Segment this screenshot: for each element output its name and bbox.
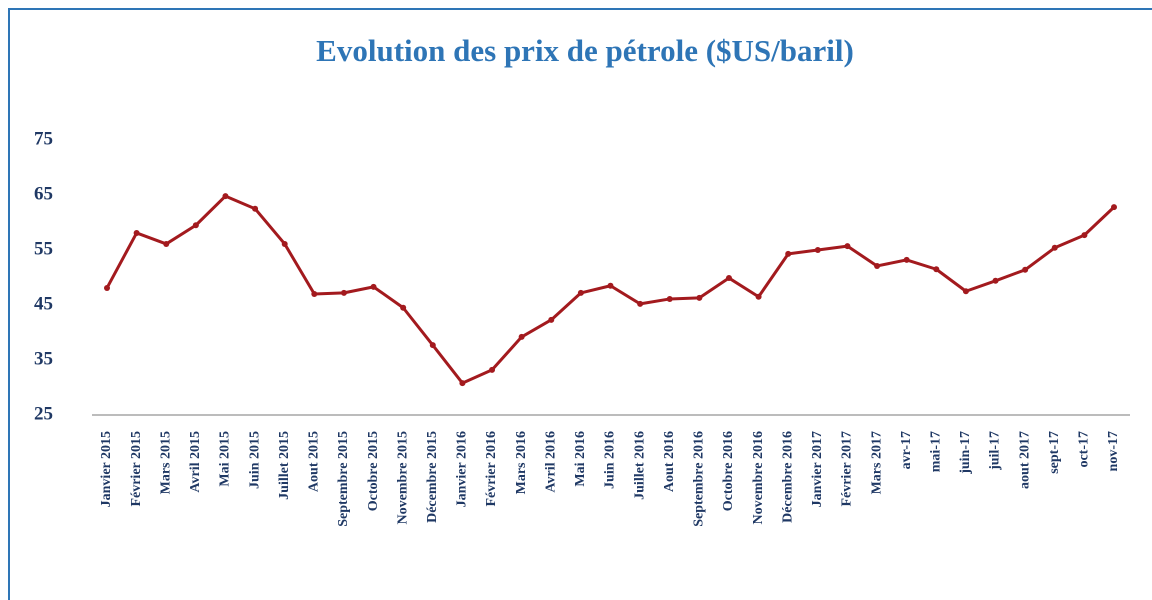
data-point <box>252 205 259 212</box>
data-point <box>1081 232 1088 239</box>
x-tick-label: Mars 2016 <box>514 431 529 494</box>
x-tick-label: Mai 2016 <box>573 431 588 487</box>
data-point <box>459 380 466 387</box>
x-tick-label: juin-17 <box>958 431 973 475</box>
x-tick-label: Aout 2016 <box>662 431 677 492</box>
x-tick-label: Novembre 2016 <box>751 431 766 524</box>
data-point <box>725 275 732 282</box>
data-point <box>400 304 407 311</box>
data-point <box>548 316 555 323</box>
data-point <box>755 293 762 300</box>
data-line <box>105 194 1116 385</box>
x-tick-label: Mai 2015 <box>218 431 233 487</box>
x-tick-label: aout 2017 <box>1017 431 1032 489</box>
x-tick-label: Juin 2015 <box>247 431 262 489</box>
x-tick-label: Aout 2015 <box>307 431 322 492</box>
x-tick-label: Mars 2015 <box>158 431 173 494</box>
x-tick-label: Juillet 2016 <box>632 431 647 500</box>
x-tick-label: Avril 2016 <box>543 431 558 493</box>
data-point <box>844 243 851 250</box>
data-point <box>192 222 199 229</box>
x-tick-label: mai-17 <box>929 431 944 472</box>
x-tick-label: sept-17 <box>1047 431 1062 474</box>
data-point <box>785 250 792 257</box>
y-tick-label: 45 <box>34 293 53 314</box>
x-tick-label: Décembre 2015 <box>425 431 440 523</box>
data-point <box>962 288 969 295</box>
x-tick-label: Janvier 2017 <box>810 431 825 507</box>
x-tick-label: Septembre 2015 <box>336 431 351 527</box>
x-tick-label: avr-17 <box>899 431 914 469</box>
data-point <box>577 289 584 296</box>
data-point <box>222 193 229 200</box>
y-tick-label: 75 <box>34 128 53 149</box>
x-tick-label: Décembre 2016 <box>780 431 795 523</box>
x-tick-label: Janvier 2015 <box>99 431 114 507</box>
data-point <box>133 229 140 236</box>
x-tick-label: Avril 2015 <box>188 431 203 493</box>
data-point <box>637 300 644 307</box>
x-tick-label: Octobre 2015 <box>366 431 381 511</box>
frame <box>8 8 1152 600</box>
data-point <box>1111 204 1117 211</box>
x-tick-label: Février 2015 <box>129 431 144 507</box>
data-point <box>311 291 318 297</box>
x-tick-label: oct-17 <box>1077 431 1092 468</box>
x-tick-label: Juillet 2015 <box>277 431 292 500</box>
x-tick-label: nov-17 <box>1106 431 1121 471</box>
x-tick-label: Septembre 2016 <box>692 431 707 527</box>
data-point <box>1022 266 1029 273</box>
y-tick-label: 25 <box>34 403 53 424</box>
data-point <box>814 247 821 253</box>
data-point <box>607 282 614 289</box>
data-point <box>429 342 436 349</box>
x-tick-label: Février 2017 <box>840 431 855 507</box>
data-point <box>104 284 110 291</box>
data-point <box>874 262 881 269</box>
data-point <box>340 289 347 296</box>
data-point <box>518 333 525 340</box>
x-tick-label: Janvier 2016 <box>455 431 470 507</box>
y-tick-label: 55 <box>34 238 53 259</box>
x-tick-label: Juin 2016 <box>603 431 618 489</box>
x-tick-label: Février 2016 <box>484 431 499 507</box>
x-tick-label: Novembre 2015 <box>395 431 410 524</box>
data-point <box>903 256 910 263</box>
data-point <box>163 240 170 247</box>
data-point <box>281 240 288 247</box>
x-tick-label: juil-17 <box>988 431 1003 471</box>
data-point <box>992 277 999 284</box>
data-point <box>666 295 673 302</box>
chart-title: Evolution des prix de pétrole ($US/baril… <box>316 33 854 68</box>
data-point <box>696 294 703 301</box>
data-point <box>933 266 940 273</box>
data-point <box>370 283 377 290</box>
data-point <box>489 366 496 373</box>
y-tick-label: 35 <box>34 348 53 369</box>
x-tick-label: Octobre 2016 <box>721 431 736 511</box>
data-point <box>1051 244 1058 251</box>
y-tick-label: 65 <box>34 183 53 204</box>
x-tick-label: Mars 2017 <box>869 431 884 494</box>
